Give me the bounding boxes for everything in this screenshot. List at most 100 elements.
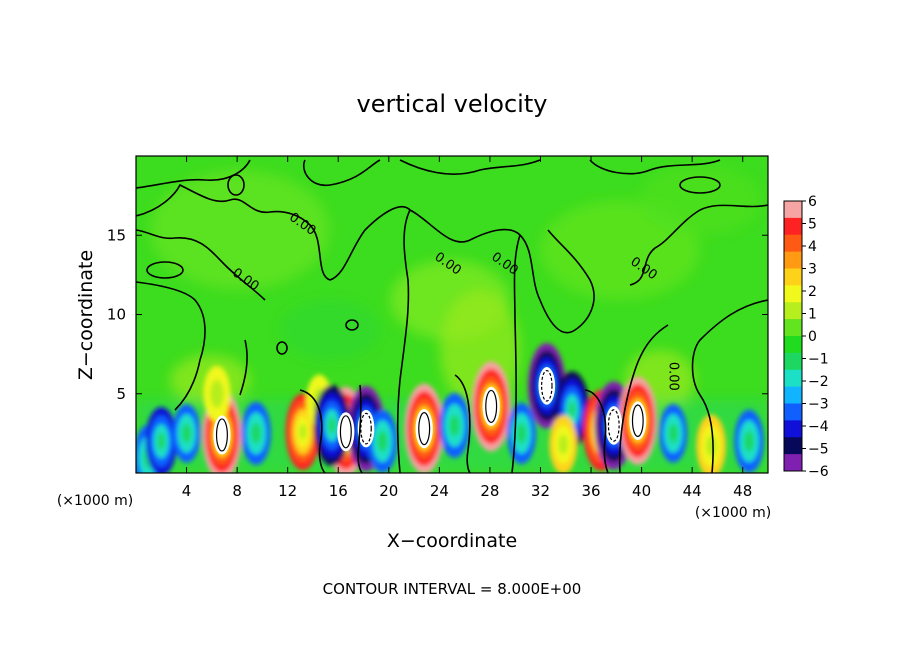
- heatmap-cell: [181, 423, 192, 444]
- field-patch: [150, 170, 330, 290]
- core-contour: [607, 409, 620, 442]
- heatmap-core: [538, 367, 556, 405]
- core-contour: [339, 415, 352, 449]
- contour-interval-footer: CONTOUR INTERVAL = 8.000E+00: [323, 580, 582, 598]
- contour-line: [136, 281, 206, 411]
- contour-line: [396, 209, 411, 473]
- colorbar-swatch: [784, 302, 802, 320]
- zero-contours: [136, 159, 768, 473]
- contour-line: [511, 234, 521, 473]
- heatmap-core: [629, 401, 647, 440]
- contour-line: [589, 159, 721, 175]
- colorbar-swatch: [784, 336, 802, 354]
- x-tick-label: 4: [182, 482, 192, 500]
- colorbar-swatch: [784, 420, 802, 438]
- contour-line: [454, 374, 471, 473]
- contour-loop: [679, 176, 721, 194]
- colorbar-tick-label: −2: [808, 374, 829, 390]
- colorbar-swatch: [784, 386, 802, 404]
- colorbar-swatch: [784, 285, 802, 303]
- core-contour: [215, 418, 228, 452]
- colorbar-swatch: [784, 319, 802, 337]
- y-tick-label: 15: [107, 226, 126, 244]
- x-unit-right: (×1000 m): [695, 505, 771, 521]
- colorbar-swatch: [784, 251, 802, 269]
- x-tick-label: 40: [632, 482, 651, 500]
- heatmap-core: [482, 386, 500, 427]
- heatmap-core: [337, 412, 355, 452]
- contour-line: [136, 159, 251, 189]
- contour-loop: [345, 319, 359, 331]
- heatmap-cell: [668, 423, 678, 444]
- colorbar-swatch: [784, 454, 802, 472]
- contour-line: [303, 159, 381, 186]
- y-tick-label: 5: [116, 385, 126, 403]
- x-tick-label: 24: [430, 482, 449, 500]
- x-axis-label: X−coordinate: [387, 530, 517, 552]
- colorbar-tick-label: 6: [808, 194, 817, 210]
- colorbar-swatch: [784, 369, 802, 388]
- contour-line: [136, 229, 266, 301]
- field-patch: [280, 300, 380, 360]
- heatmap-cell: [568, 401, 576, 418]
- contour-loop: [146, 261, 184, 279]
- chart-title: vertical velocity: [357, 90, 548, 118]
- colorbar-tick-label: −1: [808, 352, 829, 368]
- contour-line: [618, 324, 669, 473]
- heatmap-cell: [744, 430, 754, 452]
- x-tick-label: 12: [278, 482, 297, 500]
- contour-line: [629, 204, 768, 286]
- colorbar-tick-label: −6: [808, 464, 829, 480]
- colorbar-tick-label: −5: [808, 442, 829, 458]
- contour-line: [584, 389, 609, 473]
- y-axis: 5 10 15: [107, 226, 768, 403]
- colorbar-tick-label: −4: [808, 419, 829, 435]
- contour-line: [399, 159, 541, 175]
- colorbar-swatch: [784, 268, 802, 286]
- colorbar-tick-label: 2: [808, 284, 817, 300]
- contour-line: [299, 389, 326, 473]
- heatmap-cell: [449, 414, 460, 437]
- colorbar-swatch: [784, 437, 802, 455]
- colorbar-tick-label: 5: [808, 217, 817, 233]
- contour-line: [409, 209, 595, 334]
- heatmap-core: [213, 415, 231, 455]
- core-contour: [360, 412, 372, 445]
- x-tick-label: 28: [480, 482, 499, 500]
- contour-line: [357, 384, 363, 473]
- contour-loop: [227, 174, 245, 196]
- core-contour: [540, 369, 553, 402]
- x-axis: 4 8 12 16 20 24 28 32 36 40 44 48: [182, 156, 752, 500]
- contour-line: [239, 339, 248, 396]
- contour-loop: [276, 341, 288, 355]
- heatmap-cell: [516, 423, 527, 444]
- heatmap-cell: [706, 435, 717, 457]
- heatmap-cell: [328, 417, 336, 434]
- y-tick-label: 10: [107, 306, 126, 324]
- colorbar-tick-label: 1: [808, 307, 817, 323]
- core-contours: [215, 369, 644, 452]
- x-tick-label: 20: [379, 482, 398, 500]
- x-tick-label: 16: [329, 482, 348, 500]
- contour-line: [136, 183, 411, 281]
- colorbar-swatch: [784, 403, 802, 421]
- heatmap-cell: [377, 430, 388, 452]
- contour-label: 0.00: [665, 362, 680, 391]
- plot-area: 0.000.000.00 0.00 0.000.00: [135, 155, 769, 474]
- heatmap-cell: [558, 434, 568, 455]
- y-axis-label: Z−coordinate: [75, 250, 97, 380]
- heatmap-cell: [210, 379, 224, 408]
- colorbar-swatch: [784, 217, 802, 236]
- core-contour: [631, 404, 644, 437]
- colorbar-swatch: [784, 201, 802, 219]
- x-tick-label: 8: [232, 482, 242, 500]
- field-patch: [640, 165, 760, 235]
- contour-line: [691, 299, 768, 473]
- x-tick-label: 32: [531, 482, 550, 500]
- heatmap-core: [415, 409, 433, 449]
- colorbar-swatch: [784, 234, 802, 253]
- heatmap-cell: [251, 422, 262, 444]
- core-contour: [418, 412, 431, 446]
- colorbar-tick-label: 4: [808, 239, 817, 255]
- heatmap-core: [605, 406, 623, 445]
